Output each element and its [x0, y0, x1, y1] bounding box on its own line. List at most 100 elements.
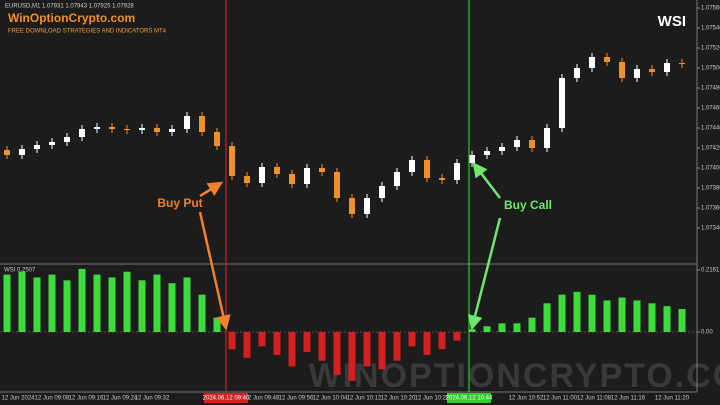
y-tick-label: 1.07460 — [701, 106, 720, 112]
candle-body — [4, 150, 10, 155]
candle-body — [274, 167, 280, 174]
histogram-bar — [258, 331, 266, 347]
histogram-bar — [438, 331, 446, 350]
signal-time: 2024.06.12 09:40 — [203, 396, 250, 402]
histogram-bar — [153, 274, 161, 332]
candle-body — [394, 172, 400, 186]
histogram-bar — [183, 277, 191, 332]
histogram-bar — [348, 331, 356, 381]
y-tick-label: 0.00 — [701, 330, 713, 336]
candle-body — [34, 145, 40, 149]
histogram-bar — [633, 300, 641, 332]
x-tick-label: 12 Jun 10:04 — [313, 396, 348, 402]
signal-time-bg — [447, 393, 491, 403]
candle-body — [124, 129, 130, 130]
histogram-bar — [78, 268, 86, 332]
histogram-bar — [618, 297, 626, 332]
histogram-bar — [303, 331, 311, 353]
candle-body — [244, 176, 250, 183]
candle-body — [604, 57, 610, 62]
candle-body — [109, 127, 115, 129]
candle-body — [319, 168, 325, 172]
watermark: WINOPTIONCRYPTO.COM — [309, 357, 720, 395]
symbol-info: EURUSD,M1 1.07931 1.07943 1.07925 1.0792… — [5, 4, 134, 10]
candle-body — [199, 116, 205, 132]
candle-body — [214, 132, 220, 146]
candle-body — [184, 116, 190, 129]
x-tick-label: 12 Jun 09:08 — [35, 396, 70, 402]
indicator-title: WSI 0.2507 — [4, 268, 36, 274]
candle-body — [169, 129, 175, 132]
candle-body — [484, 151, 490, 155]
signal-time: 2024.06.12 10:44 — [446, 396, 493, 402]
y-tick-label: 1.07360 — [701, 206, 720, 212]
candle-body — [364, 198, 370, 214]
histogram-bar — [423, 331, 431, 355]
candle-body — [79, 129, 85, 137]
histogram-bar — [543, 303, 551, 332]
histogram-bar — [33, 277, 41, 332]
y-tick-label: 1.07340 — [701, 226, 720, 232]
brand: WinOptionCrypto.com — [8, 11, 135, 25]
histogram-bar — [123, 271, 131, 332]
candle-body — [424, 160, 430, 178]
histogram-bar — [678, 309, 686, 332]
histogram-bar — [648, 303, 656, 332]
histogram-bar — [288, 331, 296, 367]
candle-body — [379, 186, 385, 198]
histogram-bar — [483, 326, 491, 332]
x-tick-label: 12 Jun 09:16 — [69, 396, 104, 402]
histogram-bar — [453, 331, 461, 341]
x-tick-label: 12 Jun 10:20 — [381, 396, 416, 402]
histogram-bar — [48, 274, 56, 332]
y-tick-label: 1.07560 — [701, 6, 720, 12]
y-tick-label: 0.2161 — [701, 268, 720, 274]
candle-body — [154, 128, 160, 132]
histogram-bar — [138, 280, 146, 332]
badge: WSI — [658, 13, 686, 30]
x-tick-label: 12 Jun 10:12 — [347, 396, 382, 402]
y-tick-label: 1.07500 — [701, 66, 720, 72]
candle-body — [19, 149, 25, 155]
x-tick-label: 12 Jun 11:00 — [543, 396, 578, 402]
histogram-bar — [558, 294, 566, 332]
y-tick-label: 1.07420 — [701, 146, 720, 152]
histogram-bar — [513, 323, 521, 332]
histogram-bar — [3, 274, 11, 332]
histogram-bar — [243, 331, 251, 358]
x-tick-label: 12 Jun 09:32 — [135, 396, 170, 402]
histogram-bar — [498, 323, 506, 332]
x-tick-label: 12 Jun 11:08 — [577, 396, 612, 402]
x-tick-label: 12 Jun 2024 — [1, 396, 35, 402]
x-tick-label: 12 Jun 09:56 — [279, 396, 314, 402]
candle-body — [409, 160, 415, 172]
histogram-bar — [528, 317, 536, 332]
arrow — [198, 211, 231, 331]
candle-body — [64, 137, 70, 142]
arrow — [467, 217, 502, 331]
candle-body — [349, 198, 355, 214]
x-tick-label: 12 Jun 11:16 — [611, 396, 646, 402]
candle-body — [544, 128, 550, 148]
histogram-bar — [603, 300, 611, 332]
y-tick-label: 1.07400 — [701, 166, 720, 172]
histogram-bar — [408, 331, 416, 347]
candle-body — [574, 68, 580, 78]
histogram-bar — [228, 331, 236, 350]
histogram-bar — [108, 277, 116, 332]
candle-body — [649, 69, 655, 72]
histogram-bar — [198, 294, 206, 332]
candle-body — [259, 167, 265, 183]
annotation: Buy Put — [157, 196, 202, 210]
candle-body — [514, 140, 520, 147]
y-tick-label: 1.07520 — [701, 46, 720, 52]
histogram-bar — [378, 331, 386, 370]
arrow — [199, 181, 224, 198]
y-tick-label: 1.07380 — [701, 186, 720, 192]
histogram-bar — [663, 306, 671, 332]
y-tick-label: 1.07440 — [701, 126, 720, 132]
histogram-bar — [468, 329, 476, 332]
